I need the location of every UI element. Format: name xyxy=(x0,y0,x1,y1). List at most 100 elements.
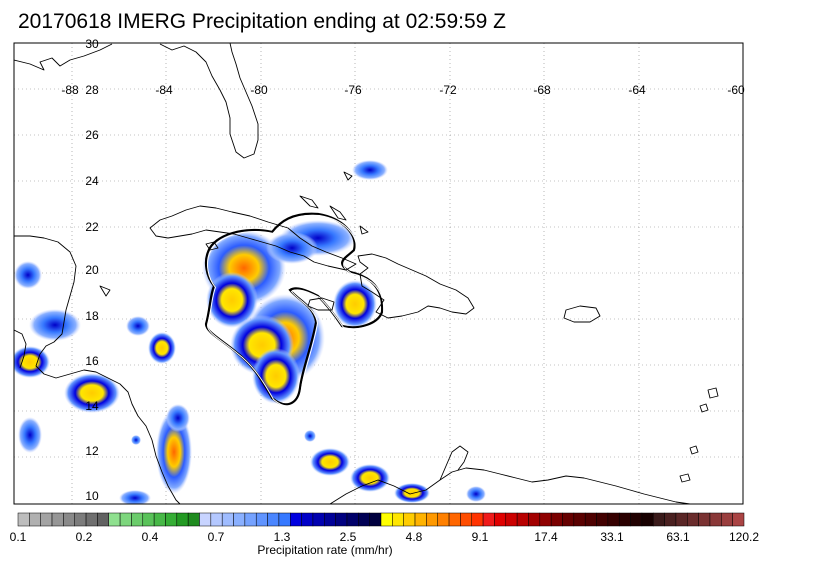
colorbar-tick-label: 33.1 xyxy=(600,530,624,544)
colorbar-swatch xyxy=(312,512,325,527)
lat-label: 30 xyxy=(85,37,99,51)
colorbar-swatch xyxy=(233,512,246,527)
precipitation-field xyxy=(14,160,486,504)
lat-label: 22 xyxy=(85,220,99,234)
lat-label: 18 xyxy=(85,309,99,323)
colorbar-swatch xyxy=(278,512,291,527)
colorbar-swatch xyxy=(630,512,643,527)
colorbar-swatch xyxy=(721,512,733,527)
graticule xyxy=(14,43,743,504)
colorbar-swatch xyxy=(255,512,268,527)
colorbar-tick-label: 4.8 xyxy=(405,530,423,544)
lat-label: 28 xyxy=(85,83,99,97)
colorbar-swatch xyxy=(528,512,541,527)
colorbar-swatch xyxy=(562,512,575,527)
colorbar-swatch xyxy=(210,512,223,527)
colorbar-swatch xyxy=(290,512,302,527)
lon-label: -72 xyxy=(439,83,457,97)
colorbar-swatch xyxy=(51,512,64,527)
longitude-labels: -88 -84 -80 -76 -72 -68 -64 -60 xyxy=(61,83,745,97)
colorbar-swatch xyxy=(392,512,404,527)
colorbar-swatch xyxy=(119,512,132,527)
colorbar-swatch xyxy=(482,512,495,527)
colorbar-swatch xyxy=(494,512,507,527)
colorbar-swatch xyxy=(709,512,722,527)
colorbar-swatch xyxy=(596,512,609,527)
colorbar-swatch xyxy=(698,512,711,527)
colorbar-tick-label: 17.4 xyxy=(534,530,558,544)
colorbar-swatch xyxy=(380,512,393,527)
colorbar-swatch xyxy=(29,512,41,527)
lat-label: 26 xyxy=(85,128,99,142)
colorbar-swatch xyxy=(687,512,699,527)
lon-label: -84 xyxy=(155,83,173,97)
colorbar-swatch xyxy=(505,512,518,527)
colorbar-swatch xyxy=(153,512,166,527)
colorbar-swatch xyxy=(346,512,359,527)
colorbar-swatch xyxy=(244,512,257,527)
colorbar-swatch xyxy=(221,512,234,527)
colorbar-swatch xyxy=(675,512,688,527)
colorbar-tick-label: 0.4 xyxy=(141,530,159,544)
colorbar-tick-label: 0.2 xyxy=(75,530,93,544)
colorbar-swatch xyxy=(301,512,314,527)
lon-label: -80 xyxy=(250,83,268,97)
colorbar-tick-label: 2.5 xyxy=(339,530,357,544)
lon-label: -60 xyxy=(727,83,745,97)
lon-label: -64 xyxy=(628,83,646,97)
colorbar-swatch xyxy=(165,512,178,527)
lat-label: 20 xyxy=(85,263,99,277)
colorbar-swatch xyxy=(607,512,620,527)
coastlines xyxy=(14,43,719,504)
colorbar-tick-label: 0.1 xyxy=(9,530,27,544)
colorbar-swatch xyxy=(74,512,87,527)
colorbar-swatch xyxy=(176,512,189,527)
lat-label: 10 xyxy=(85,489,99,503)
lat-label: 12 xyxy=(85,444,99,458)
colorbar-tick-label: 1.3 xyxy=(273,530,291,544)
map-frame xyxy=(13,42,744,505)
lat-label: 14 xyxy=(85,399,99,413)
colorbar-swatch xyxy=(131,512,144,527)
colorbar-swatch xyxy=(63,512,75,527)
colorbar-swatch xyxy=(664,512,677,527)
colorbar-swatch xyxy=(653,512,665,527)
colorbar-swatch xyxy=(40,512,53,527)
colorbar-swatch xyxy=(426,512,438,527)
colorbar-swatch xyxy=(641,512,654,527)
colorbar-tick-label: 0.7 xyxy=(207,530,225,544)
colorbar-swatch xyxy=(732,512,745,527)
colorbar-swatch xyxy=(516,512,529,527)
lon-label: -88 xyxy=(61,83,79,97)
colorbar-swatch xyxy=(85,512,98,527)
map-title: 20170618 IMERG Precipitation ending at 0… xyxy=(18,10,506,33)
colorbar-tick-label: 120.2 xyxy=(728,530,760,544)
colorbar-swatch xyxy=(369,512,382,527)
latitude-labels: 30 28 26 24 22 20 18 16 14 12 10 xyxy=(85,37,99,503)
colorbar-swatch xyxy=(573,512,586,527)
colorbar-swatch xyxy=(437,512,450,527)
colorbar-swatch xyxy=(618,512,631,527)
colorbar-swatch xyxy=(584,512,597,527)
colorbar-tick-label: 9.1 xyxy=(471,530,489,544)
colorbar-swatch xyxy=(358,512,370,527)
colorbar-swatch xyxy=(539,512,552,527)
colorbar-tick-label: 63.1 xyxy=(666,530,690,544)
lon-label: -68 xyxy=(533,83,551,97)
colorbar-title: Precipitation rate (mm/hr) xyxy=(257,543,393,557)
colorbar-swatch xyxy=(142,512,155,527)
lat-label: 24 xyxy=(85,174,99,188)
colorbar-swatch xyxy=(17,512,30,527)
colorbar-swatch xyxy=(403,512,416,527)
colorbar-swatch xyxy=(267,512,280,527)
colorbar-swatch xyxy=(460,512,472,527)
colorbar-swatch xyxy=(414,512,427,527)
colorbar-swatch xyxy=(324,512,336,527)
colorbar-swatch xyxy=(187,512,200,527)
colorbar-swatch xyxy=(108,512,121,527)
colorbar-swatch xyxy=(471,512,484,527)
colorbar xyxy=(17,512,745,527)
colorbar-swatch xyxy=(448,512,461,527)
colorbar-swatch xyxy=(199,512,212,527)
